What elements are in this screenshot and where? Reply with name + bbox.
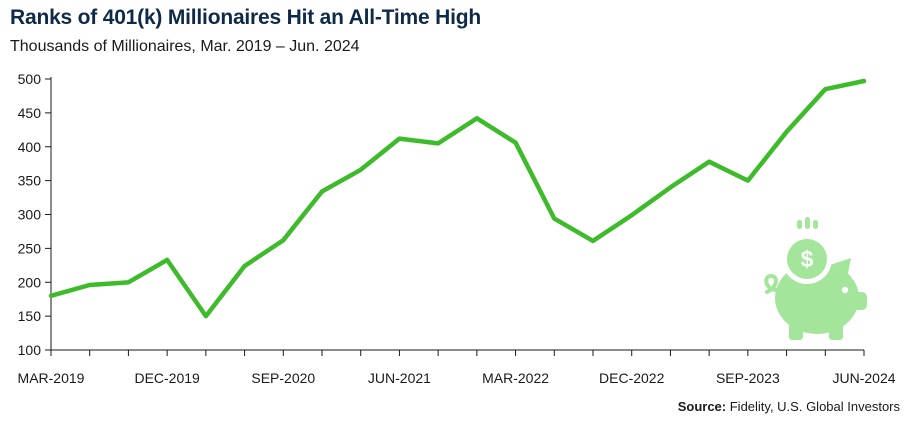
svg-text:$: $: [801, 246, 814, 272]
y-tick-label: 500: [18, 71, 42, 87]
source-note: Source: Fidelity, U.S. Global Investors: [678, 399, 900, 414]
y-tick-label: 100: [18, 342, 42, 358]
piggy-bank-dollar-icon: $: [764, 217, 867, 340]
x-tick-label: MAR-2022: [482, 370, 549, 386]
y-tick-label: 250: [18, 240, 42, 256]
y-tick-label: 400: [18, 139, 42, 155]
y-axis: 100 150 200 250 300 350 400 450 500: [18, 71, 52, 358]
series-line: [48, 78, 867, 319]
series-layer: [48, 78, 867, 319]
y-tick-label: 150: [18, 308, 42, 324]
chart-subtitle: Thousands of Millionaires, Mar. 2019 – J…: [10, 38, 360, 55]
x-tick-label: JUN-2024: [832, 370, 895, 386]
x-tick-label: DEC-2022: [599, 370, 665, 386]
y-tick-label: 450: [18, 105, 42, 121]
x-tick-label: SEP-2020: [251, 370, 315, 386]
y-tick-label: 200: [18, 274, 42, 290]
y-tick-label: 300: [18, 207, 42, 223]
x-tick-label: JUN-2021: [368, 370, 431, 386]
x-tick-label: SEP-2023: [716, 370, 780, 386]
y-tick-label: 350: [18, 173, 42, 189]
chart-title: Ranks of 401(k) Millionaires Hit an All-…: [10, 6, 481, 29]
x-axis: MAR-2019 DEC-2019 SEP-2020 JUN-2021 MAR-2022…: [18, 349, 896, 386]
source-text: Fidelity, U.S. Global Investors: [729, 399, 900, 414]
x-tick-label: MAR-2019: [18, 370, 85, 386]
x-tick-label: DEC-2019: [134, 370, 200, 386]
source-label: Source:: [677, 399, 727, 414]
